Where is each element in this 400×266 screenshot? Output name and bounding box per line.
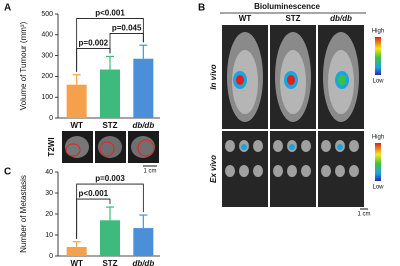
bar xyxy=(133,228,154,256)
colorbar xyxy=(375,37,381,75)
row-label: In vivo xyxy=(209,64,218,89)
organ xyxy=(349,140,359,152)
y-tick-label: 0 xyxy=(49,253,53,260)
organ xyxy=(287,165,297,177)
significance-label: p=0.002 xyxy=(79,39,109,48)
bar xyxy=(133,58,154,118)
colorbar xyxy=(375,143,381,181)
significance-bracket xyxy=(76,18,144,72)
significance-bracket xyxy=(109,33,144,54)
signal-core xyxy=(287,75,295,85)
row-label: Ex vivo xyxy=(209,155,218,183)
organ xyxy=(225,140,235,152)
organ xyxy=(335,165,345,177)
organ xyxy=(321,165,331,177)
scale-label: 1 cm xyxy=(143,169,156,175)
y-tick-label: 200 xyxy=(41,73,53,80)
x-tick-label: STZ xyxy=(102,121,117,130)
scale-label: 1 cm xyxy=(357,212,370,218)
column-header: db/db xyxy=(330,14,352,23)
imaging-title: Bioluminescence xyxy=(254,2,320,11)
mri-label: T2WI xyxy=(47,137,56,156)
significance-label: p=0.003 xyxy=(95,174,125,183)
y-tick-label: 10 xyxy=(45,232,53,239)
organ xyxy=(225,165,235,177)
organ xyxy=(321,140,331,152)
y-axis-label: Volume of Tumour (mm³) xyxy=(19,21,28,110)
x-tick-label: WT xyxy=(70,121,83,130)
x-tick-label: db/db xyxy=(132,121,154,130)
signal xyxy=(241,144,247,150)
y-tick-label: 100 xyxy=(41,94,53,101)
organ xyxy=(273,140,283,152)
organ xyxy=(253,140,263,152)
organ xyxy=(349,165,359,177)
organ xyxy=(253,165,263,177)
organ xyxy=(239,165,249,177)
panel-label: A xyxy=(4,3,11,14)
y-tick-label: 300 xyxy=(41,52,53,59)
colorbar-high: High xyxy=(372,135,384,141)
signal-core xyxy=(338,75,346,85)
y-tick-label: 20 xyxy=(45,211,53,218)
y-tick-label: 500 xyxy=(41,11,53,18)
y-tick-label: 400 xyxy=(41,32,53,39)
bar xyxy=(100,69,120,118)
signal-core xyxy=(236,75,244,85)
significance-bracket xyxy=(76,48,111,72)
y-tick-label: 30 xyxy=(45,190,53,197)
y-tick-label: 40 xyxy=(45,169,53,176)
imaging-panel xyxy=(222,25,364,207)
significance-label: p<0.001 xyxy=(95,9,125,18)
panel-label: C xyxy=(4,167,11,178)
x-tick-label: WT xyxy=(70,259,83,266)
x-tick-label: STZ xyxy=(102,259,117,266)
signal xyxy=(289,144,295,150)
organ xyxy=(301,140,311,152)
significance-label: p<0.001 xyxy=(79,189,109,198)
signal xyxy=(337,144,343,150)
significance-label: p=0.045 xyxy=(112,24,142,33)
y-tick-label: 0 xyxy=(49,115,53,122)
colorbar-low: Low xyxy=(372,79,384,85)
bar xyxy=(100,220,120,256)
bar xyxy=(66,246,87,256)
panel-label: B xyxy=(198,3,205,14)
column-header: STZ xyxy=(285,14,300,23)
column-header: WT xyxy=(239,14,252,23)
bar xyxy=(66,84,87,118)
organ xyxy=(301,165,311,177)
mri-images xyxy=(62,131,159,167)
colorbar-high: High xyxy=(372,29,384,35)
y-axis-label: Number of Metastasis xyxy=(19,175,28,253)
colorbar-low: Low xyxy=(372,185,384,191)
x-tick-label: db/db xyxy=(132,259,154,266)
significance-bracket xyxy=(76,183,144,239)
organ xyxy=(273,165,283,177)
